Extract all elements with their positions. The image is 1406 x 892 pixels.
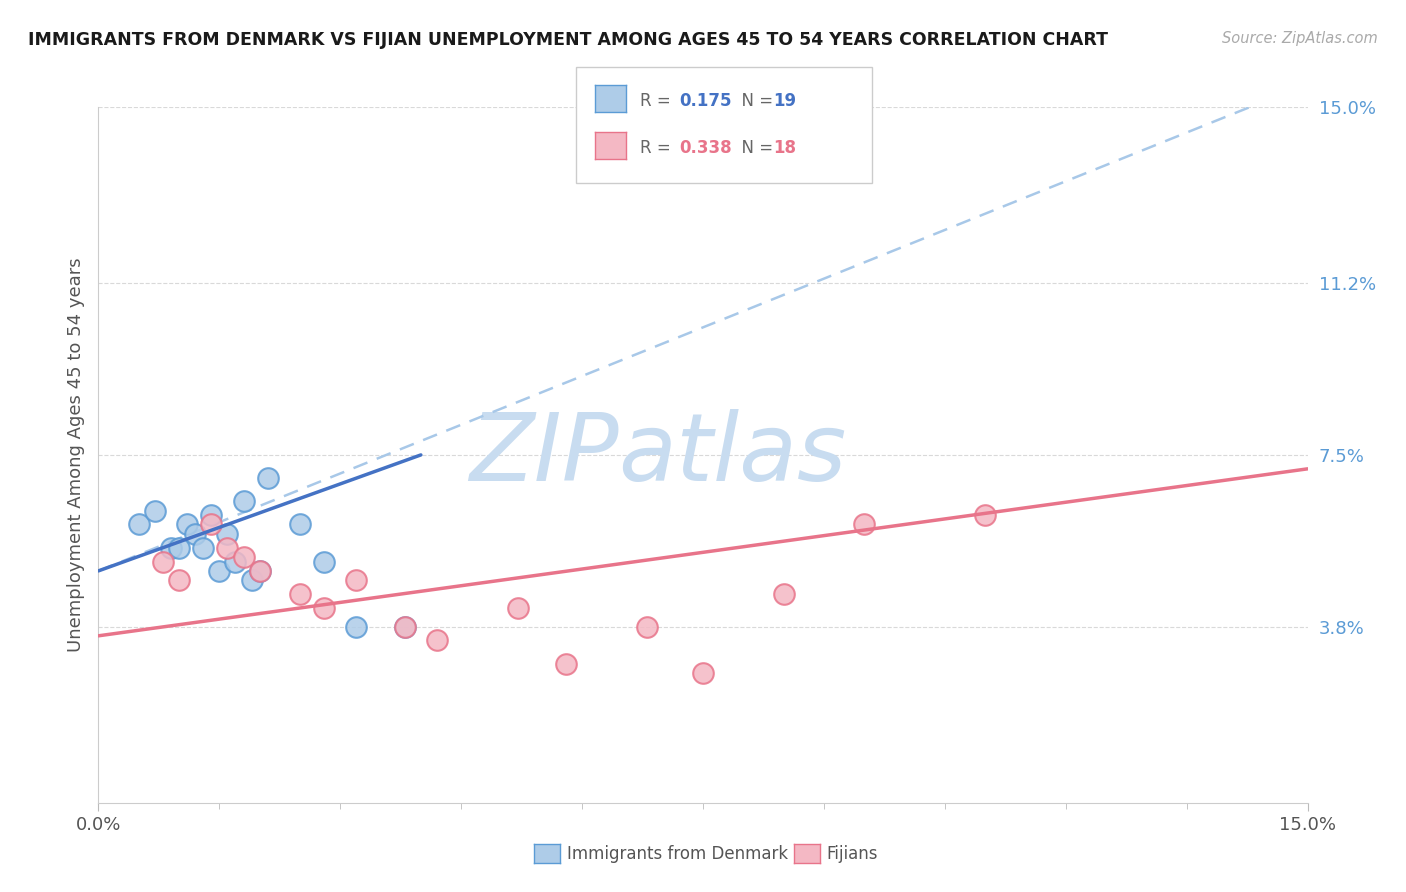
Point xyxy=(232,549,254,564)
Point xyxy=(232,494,254,508)
Text: Source: ZipAtlas.com: Source: ZipAtlas.com xyxy=(1222,31,1378,46)
Text: ZIP: ZIP xyxy=(468,409,619,500)
Point xyxy=(394,619,416,633)
Text: 18: 18 xyxy=(773,139,796,157)
Text: Fijians: Fijians xyxy=(827,845,879,863)
Text: 0.175: 0.175 xyxy=(679,93,731,111)
Point xyxy=(692,665,714,680)
Point xyxy=(208,564,231,578)
Point xyxy=(314,601,336,615)
Point xyxy=(217,526,239,541)
Point xyxy=(344,573,367,587)
Text: atlas: atlas xyxy=(619,409,846,500)
Point xyxy=(184,526,207,541)
Point xyxy=(344,619,367,633)
Point xyxy=(288,517,311,532)
Point xyxy=(200,508,222,523)
Point xyxy=(176,517,198,532)
Point xyxy=(636,619,658,633)
Point xyxy=(217,541,239,555)
Point xyxy=(506,601,529,615)
Text: 19: 19 xyxy=(773,93,796,111)
Point xyxy=(426,633,449,648)
Text: 0.338: 0.338 xyxy=(679,139,731,157)
Point xyxy=(314,555,336,569)
Point xyxy=(128,517,150,532)
Point xyxy=(394,619,416,633)
Point xyxy=(772,587,794,601)
Text: R =: R = xyxy=(640,93,676,111)
Point xyxy=(160,541,183,555)
Point xyxy=(249,564,271,578)
Y-axis label: Unemployment Among Ages 45 to 54 years: Unemployment Among Ages 45 to 54 years xyxy=(66,258,84,652)
Point xyxy=(152,555,174,569)
Point xyxy=(256,471,278,485)
Text: Immigrants from Denmark: Immigrants from Denmark xyxy=(567,845,787,863)
Point xyxy=(193,541,215,555)
Point xyxy=(143,503,166,517)
Point xyxy=(200,517,222,532)
Point xyxy=(555,657,578,671)
Point xyxy=(224,555,246,569)
Point xyxy=(853,517,876,532)
Point xyxy=(240,573,263,587)
Point xyxy=(288,587,311,601)
Point xyxy=(167,573,190,587)
Point xyxy=(249,564,271,578)
Text: N =: N = xyxy=(731,139,779,157)
Text: IMMIGRANTS FROM DENMARK VS FIJIAN UNEMPLOYMENT AMONG AGES 45 TO 54 YEARS CORRELA: IMMIGRANTS FROM DENMARK VS FIJIAN UNEMPL… xyxy=(28,31,1108,49)
Point xyxy=(974,508,997,523)
Text: N =: N = xyxy=(731,93,779,111)
Point xyxy=(167,541,190,555)
Text: R =: R = xyxy=(640,139,676,157)
